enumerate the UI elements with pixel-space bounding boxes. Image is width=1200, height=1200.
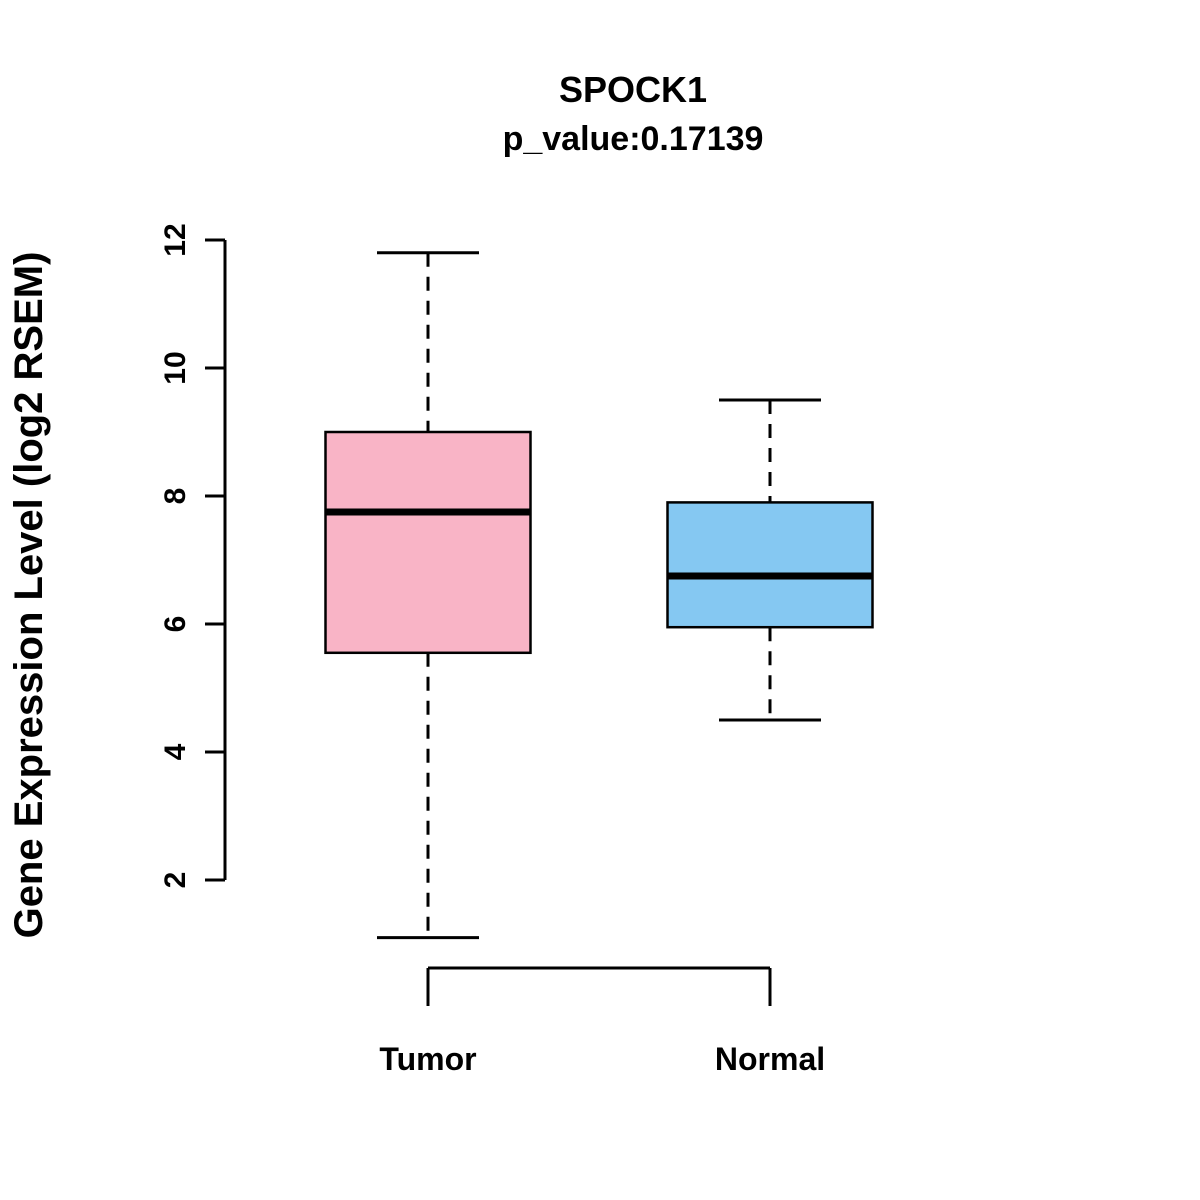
- y-tick-label: 6: [159, 616, 192, 633]
- x-category-label-tumor: Tumor: [379, 1041, 476, 1077]
- box-normal: [666, 501, 874, 629]
- plot-subtitle: p_value:0.17139: [503, 120, 764, 158]
- y-axis-label: Gene Expression Level (log2 RSEM): [7, 252, 51, 939]
- y-tick-label: 2: [159, 872, 192, 889]
- plot-title: SPOCK1: [559, 69, 707, 110]
- y-tick-label: 4: [159, 743, 192, 760]
- y-tick-label: 10: [159, 351, 192, 384]
- x-category-label-normal: Normal: [715, 1041, 825, 1077]
- y-tick-label: 8: [159, 488, 192, 505]
- plot-layer: 2 4 6 8 10 12 Tumor Normal: [159, 223, 874, 1077]
- box-tumor: [324, 430, 532, 655]
- y-tick-label: 12: [159, 223, 192, 256]
